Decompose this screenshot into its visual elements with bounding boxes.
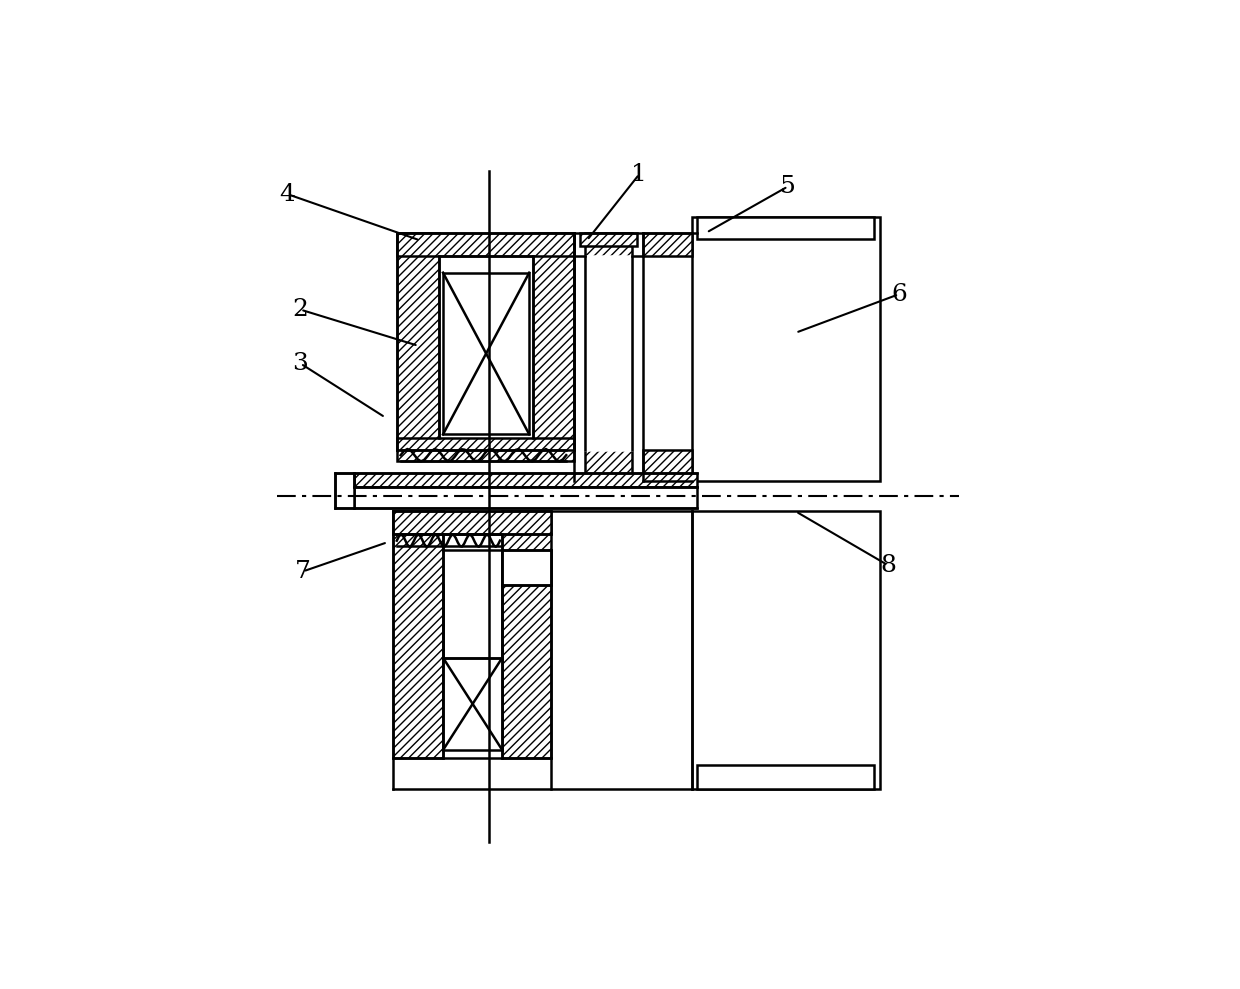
Bar bbox=[502, 511, 551, 758]
Bar bbox=[355, 487, 697, 507]
Bar bbox=[692, 511, 880, 788]
Bar bbox=[443, 273, 529, 434]
Bar bbox=[397, 438, 574, 461]
Bar bbox=[397, 232, 439, 450]
Text: 5: 5 bbox=[780, 175, 796, 198]
Text: 6: 6 bbox=[890, 283, 906, 306]
Bar bbox=[355, 473, 697, 487]
Text: 2: 2 bbox=[293, 298, 309, 321]
Bar bbox=[393, 511, 551, 534]
Text: 8: 8 bbox=[880, 554, 897, 577]
Bar bbox=[335, 473, 355, 507]
Text: 7: 7 bbox=[295, 560, 311, 583]
Bar bbox=[443, 658, 502, 750]
Bar bbox=[644, 450, 692, 481]
Bar bbox=[393, 511, 443, 758]
Bar bbox=[697, 765, 874, 788]
Bar bbox=[644, 232, 692, 256]
Text: 3: 3 bbox=[293, 352, 309, 375]
Text: 1: 1 bbox=[631, 162, 647, 186]
Bar bbox=[692, 218, 880, 481]
Bar bbox=[580, 232, 637, 246]
Text: 4: 4 bbox=[279, 183, 295, 206]
Bar bbox=[533, 232, 574, 450]
Bar bbox=[502, 550, 551, 584]
Bar bbox=[397, 232, 574, 256]
Bar bbox=[585, 232, 631, 481]
Bar bbox=[697, 218, 874, 238]
Bar bbox=[585, 256, 631, 450]
